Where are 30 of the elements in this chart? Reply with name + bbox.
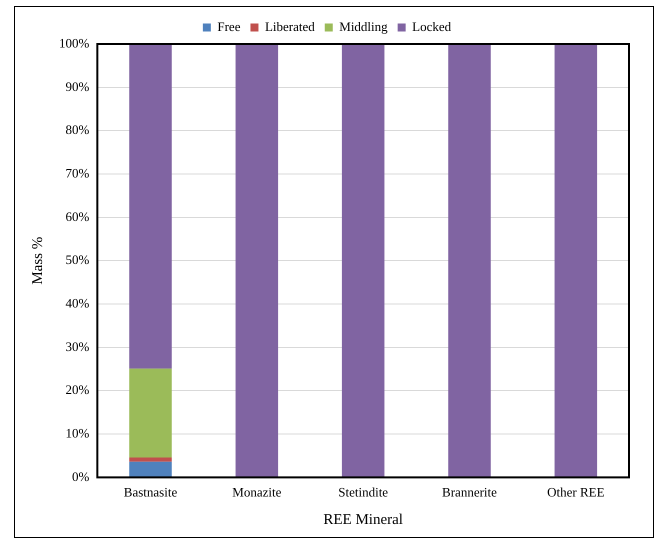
y-tick-label: 50% [65, 252, 90, 268]
x-tick-label: Stetindite [338, 484, 388, 500]
y-tick-label: 20% [65, 382, 90, 398]
legend-label: Middling [339, 18, 388, 34]
y-tick-label: 80% [65, 122, 90, 138]
bar [448, 44, 491, 477]
x-tick-label: Other REE [547, 484, 605, 500]
y-tick-label: 10% [65, 425, 90, 440]
bar [236, 44, 278, 477]
x-axis-title: REE Mineral [323, 512, 403, 528]
y-tick-label: 100% [58, 35, 90, 50]
bar [129, 368, 172, 458]
x-tick-label: Brannerite [442, 484, 498, 500]
legend-label: Free [217, 18, 241, 34]
x-tick-label: Bastnasite [124, 484, 178, 500]
y-tick-label: 90% [65, 78, 90, 94]
x-tick-label: Monazite [232, 484, 282, 500]
y-tick-label: 70% [65, 165, 90, 180]
y-tick-label: 40% [65, 295, 90, 310]
y-tick-label: 60% [65, 208, 90, 224]
legend-label: Liberated [264, 18, 316, 34]
y-tick-label: 30% [65, 338, 90, 354]
bar [342, 44, 384, 477]
bar [129, 457, 172, 462]
y-tick-label: 0% [72, 468, 90, 484]
bar [554, 44, 598, 477]
legend-label: Locked [412, 18, 452, 34]
bar [129, 462, 172, 477]
y-axis-title: Mass % [30, 236, 46, 285]
bar [129, 44, 172, 369]
